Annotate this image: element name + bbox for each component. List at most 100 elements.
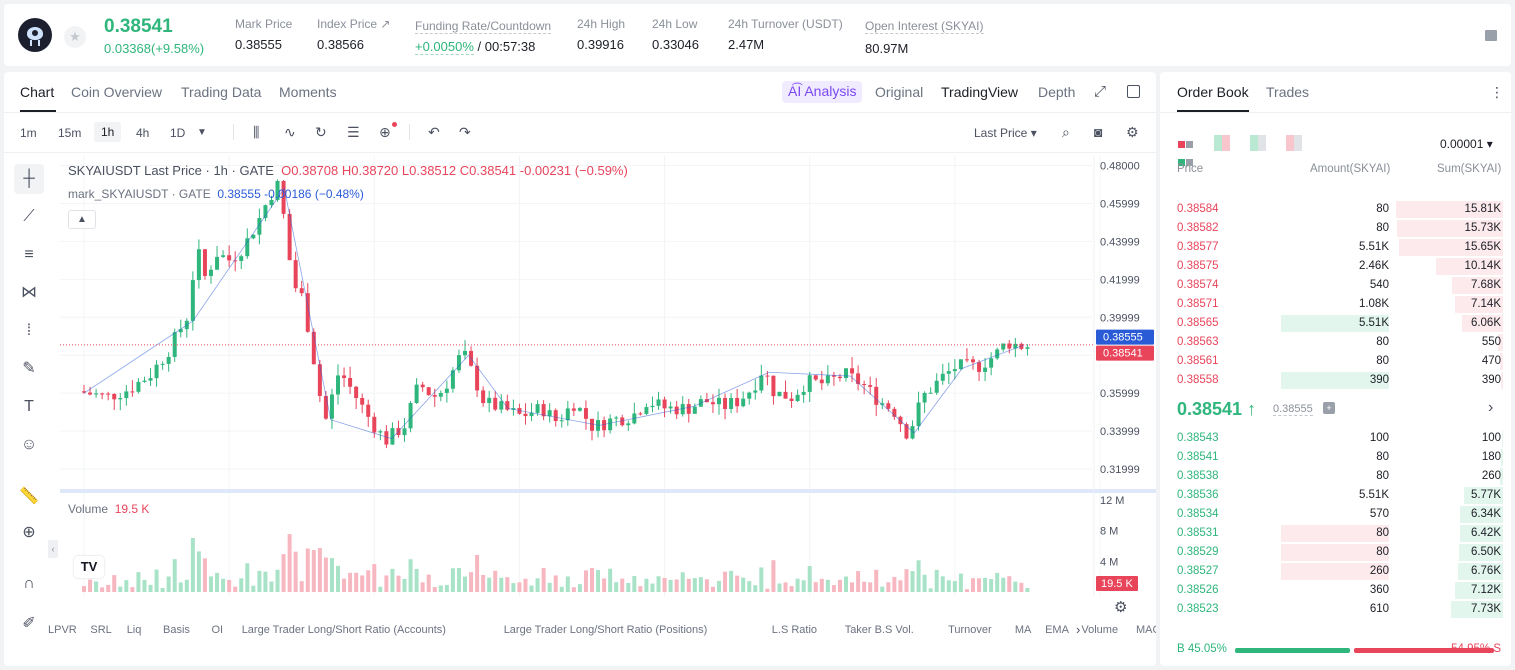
compare-icon[interactable]: ↻	[315, 124, 327, 140]
order-book-row[interactable]: 0.38565 5.51K 6.06K	[1160, 314, 1511, 333]
pattern-tool-icon[interactable]: ⋈	[21, 284, 37, 301]
expand-arrow-icon[interactable]: ›	[1488, 399, 1494, 416]
volume-bar	[251, 585, 256, 592]
notebook-icon[interactable]	[1485, 30, 1497, 41]
ai-analysis-button[interactable]: A͡I Analysis	[782, 81, 863, 103]
indicator-turnover[interactable]: Turnover	[948, 624, 992, 636]
view-split-icon[interactable]	[1214, 135, 1230, 151]
indicator-oi[interactable]: OI	[211, 624, 224, 636]
order-sum: 15.65K	[1464, 241, 1501, 253]
zoom-tool-icon[interactable]: ⊕	[22, 524, 36, 541]
order-book-row[interactable]: 0.38538 80 260	[1160, 467, 1511, 486]
indicators-icon[interactable]: ∿	[284, 124, 296, 140]
order-sum: 15.81K	[1464, 203, 1501, 215]
add-indicator-icon[interactable]: ⊕	[379, 122, 397, 141]
tab-coin-overview[interactable]: Coin Overview	[71, 84, 163, 100]
indicator-lpvr[interactable]: LPVR	[48, 624, 77, 636]
redo-icon[interactable]: ↷	[459, 124, 471, 140]
funding-rate-stat[interactable]: Funding Rate/Countdown +0.0050% / 00:57:…	[415, 19, 552, 55]
index-price-stat[interactable]: Index Price ↗ 0.38566	[317, 17, 391, 52]
settings-gear-icon[interactable]: ⚙	[1126, 124, 1139, 140]
templates-icon[interactable]: ☰	[347, 124, 360, 140]
brush-tool-icon[interactable]: ✎	[22, 360, 36, 377]
price-chart[interactable]: 0.480000.459990.439990.419990.399990.379…	[60, 156, 1156, 596]
timeframe-4h[interactable]: 4h	[136, 126, 150, 140]
emoji-tool-icon[interactable]: ☺	[20, 436, 38, 453]
view-original[interactable]: Original	[875, 84, 924, 100]
view-tradingview[interactable]: TradingView	[941, 84, 1019, 100]
collapse-toolbar-icon[interactable]: ‹	[48, 540, 58, 558]
mark-info-icon[interactable]: +	[1323, 402, 1335, 414]
order-book-row[interactable]: 0.38541 80 180	[1160, 448, 1511, 467]
order-book-row[interactable]: 0.38575 2.46K 10.14K	[1160, 257, 1511, 276]
ruler-tool-icon[interactable]: 📏	[19, 488, 39, 505]
text-tool-icon[interactable]: T	[24, 398, 34, 415]
trendline-tool-icon[interactable]: ⟋	[23, 208, 35, 225]
indicator-taker-b-s-vol-[interactable]: Taker B.S Vol.	[844, 624, 914, 636]
order-book-row[interactable]: 0.38527 260 6.76K	[1160, 562, 1511, 581]
tab-chart[interactable]: Chart	[20, 84, 55, 100]
order-book-row[interactable]: 0.38534 570 6.34K	[1160, 505, 1511, 524]
timeframe-15m[interactable]: 15m	[58, 126, 82, 140]
indicator-ema[interactable]: EMA	[1045, 624, 1069, 636]
timeframe-1m[interactable]: 1m	[20, 126, 37, 140]
tab-trades[interactable]: Trades	[1266, 84, 1310, 100]
chart-settings-icon[interactable]: ⚙	[1114, 599, 1128, 616]
tab-trading-data[interactable]: Trading Data	[181, 84, 262, 100]
indicator-l-s-ratio[interactable]: L.S Ratio	[771, 624, 818, 636]
timeframe-1d[interactable]: 1D	[170, 126, 186, 140]
crosshair-tool-icon[interactable]: ┼	[14, 164, 44, 194]
order-book-row[interactable]: 0.38523 610 7.73K	[1160, 600, 1511, 619]
indicator-macd[interactable]: MACD	[1136, 624, 1156, 636]
tradingview-logo-icon[interactable]: TV	[74, 556, 104, 578]
indicator-ma[interactable]: MA	[1014, 624, 1032, 636]
candle-type-icon[interactable]: ⫼	[253, 124, 260, 140]
order-book-row[interactable]: 0.38584 80 15.81K	[1160, 200, 1511, 219]
fib-tool-icon[interactable]: ⁞	[26, 322, 32, 339]
tab-moments[interactable]: Moments	[279, 84, 337, 100]
order-book-row[interactable]: 0.38558 390 390	[1160, 371, 1511, 390]
order-book-row[interactable]: 0.38536 5.51K 5.77K	[1160, 486, 1511, 505]
view-both-icon[interactable]	[1178, 135, 1193, 171]
view-asks-icon[interactable]	[1286, 135, 1302, 151]
indicator-srl[interactable]: SRL	[90, 624, 112, 636]
order-book-row[interactable]: 0.38529 80 6.50K	[1160, 543, 1511, 562]
view-depth[interactable]: Depth	[1038, 84, 1076, 100]
horizontal-lines-tool-icon[interactable]: ≡	[24, 246, 34, 263]
order-book-row[interactable]: 0.38582 80 15.73K	[1160, 219, 1511, 238]
fullscreen-icon[interactable]: ⤢	[1094, 83, 1107, 100]
order-book-row[interactable]: 0.38571 1.08K 7.14K	[1160, 295, 1511, 314]
indicator-large-trader-long-short-ratio-accounts-[interactable]: Large Trader Long/Short Ratio (Accounts)	[241, 624, 446, 636]
screenshot-icon[interactable]: ◙	[1094, 124, 1103, 140]
magnet-tool-icon[interactable]: ∩	[23, 575, 35, 592]
precision-select[interactable]: 0.00001 ▾	[1440, 137, 1493, 151]
active-tab-underline	[1177, 110, 1249, 112]
order-book-row[interactable]: 0.38531 80 6.42K	[1160, 524, 1511, 543]
volume-bar	[674, 579, 679, 592]
timeframe-dropdown-icon[interactable]: ▼	[197, 127, 207, 138]
lock-draw-tool-icon[interactable]: ✐	[22, 615, 36, 632]
view-bids-icon[interactable]	[1250, 135, 1266, 151]
order-book-row[interactable]: 0.38561 80 470	[1160, 352, 1511, 371]
order-book-row[interactable]: 0.38574 540 7.68K	[1160, 276, 1511, 295]
indicator-basis[interactable]: Basis	[163, 624, 190, 636]
pane-separator[interactable]	[60, 489, 1156, 493]
window-icon[interactable]	[1127, 85, 1140, 98]
order-book-row[interactable]: 0.38526 360 7.12K	[1160, 581, 1511, 600]
undo-icon[interactable]: ↶	[428, 124, 440, 140]
order-book-row[interactable]: 0.38577 5.51K 15.65K	[1160, 238, 1511, 257]
indicator-liq[interactable]: Liq	[126, 624, 142, 636]
order-book-row[interactable]: 0.38563 80 550	[1160, 333, 1511, 352]
collapse-legend-button[interactable]: ▲	[68, 210, 96, 229]
indicator-scroll-right-icon[interactable]: ›	[1076, 622, 1081, 637]
timeframe-1h[interactable]: 1h	[94, 122, 122, 142]
more-options-icon[interactable]: ⋮	[1490, 84, 1504, 100]
indicator-large-trader-long-short-ratio-positions-[interactable]: Large Trader Long/Short Ratio (Positions…	[503, 624, 708, 636]
mid-price: 0.38541 ↑	[1177, 399, 1257, 419]
search-icon[interactable]: ⌕	[1062, 124, 1070, 140]
price-type-select[interactable]: Last Price ▾	[974, 126, 1037, 140]
indicator-volume[interactable]: Volume	[1081, 624, 1119, 636]
favorite-star-icon[interactable]: ★	[64, 26, 86, 48]
tab-order-book[interactable]: Order Book	[1177, 84, 1249, 100]
order-book-row[interactable]: 0.38543 100 100	[1160, 429, 1511, 448]
